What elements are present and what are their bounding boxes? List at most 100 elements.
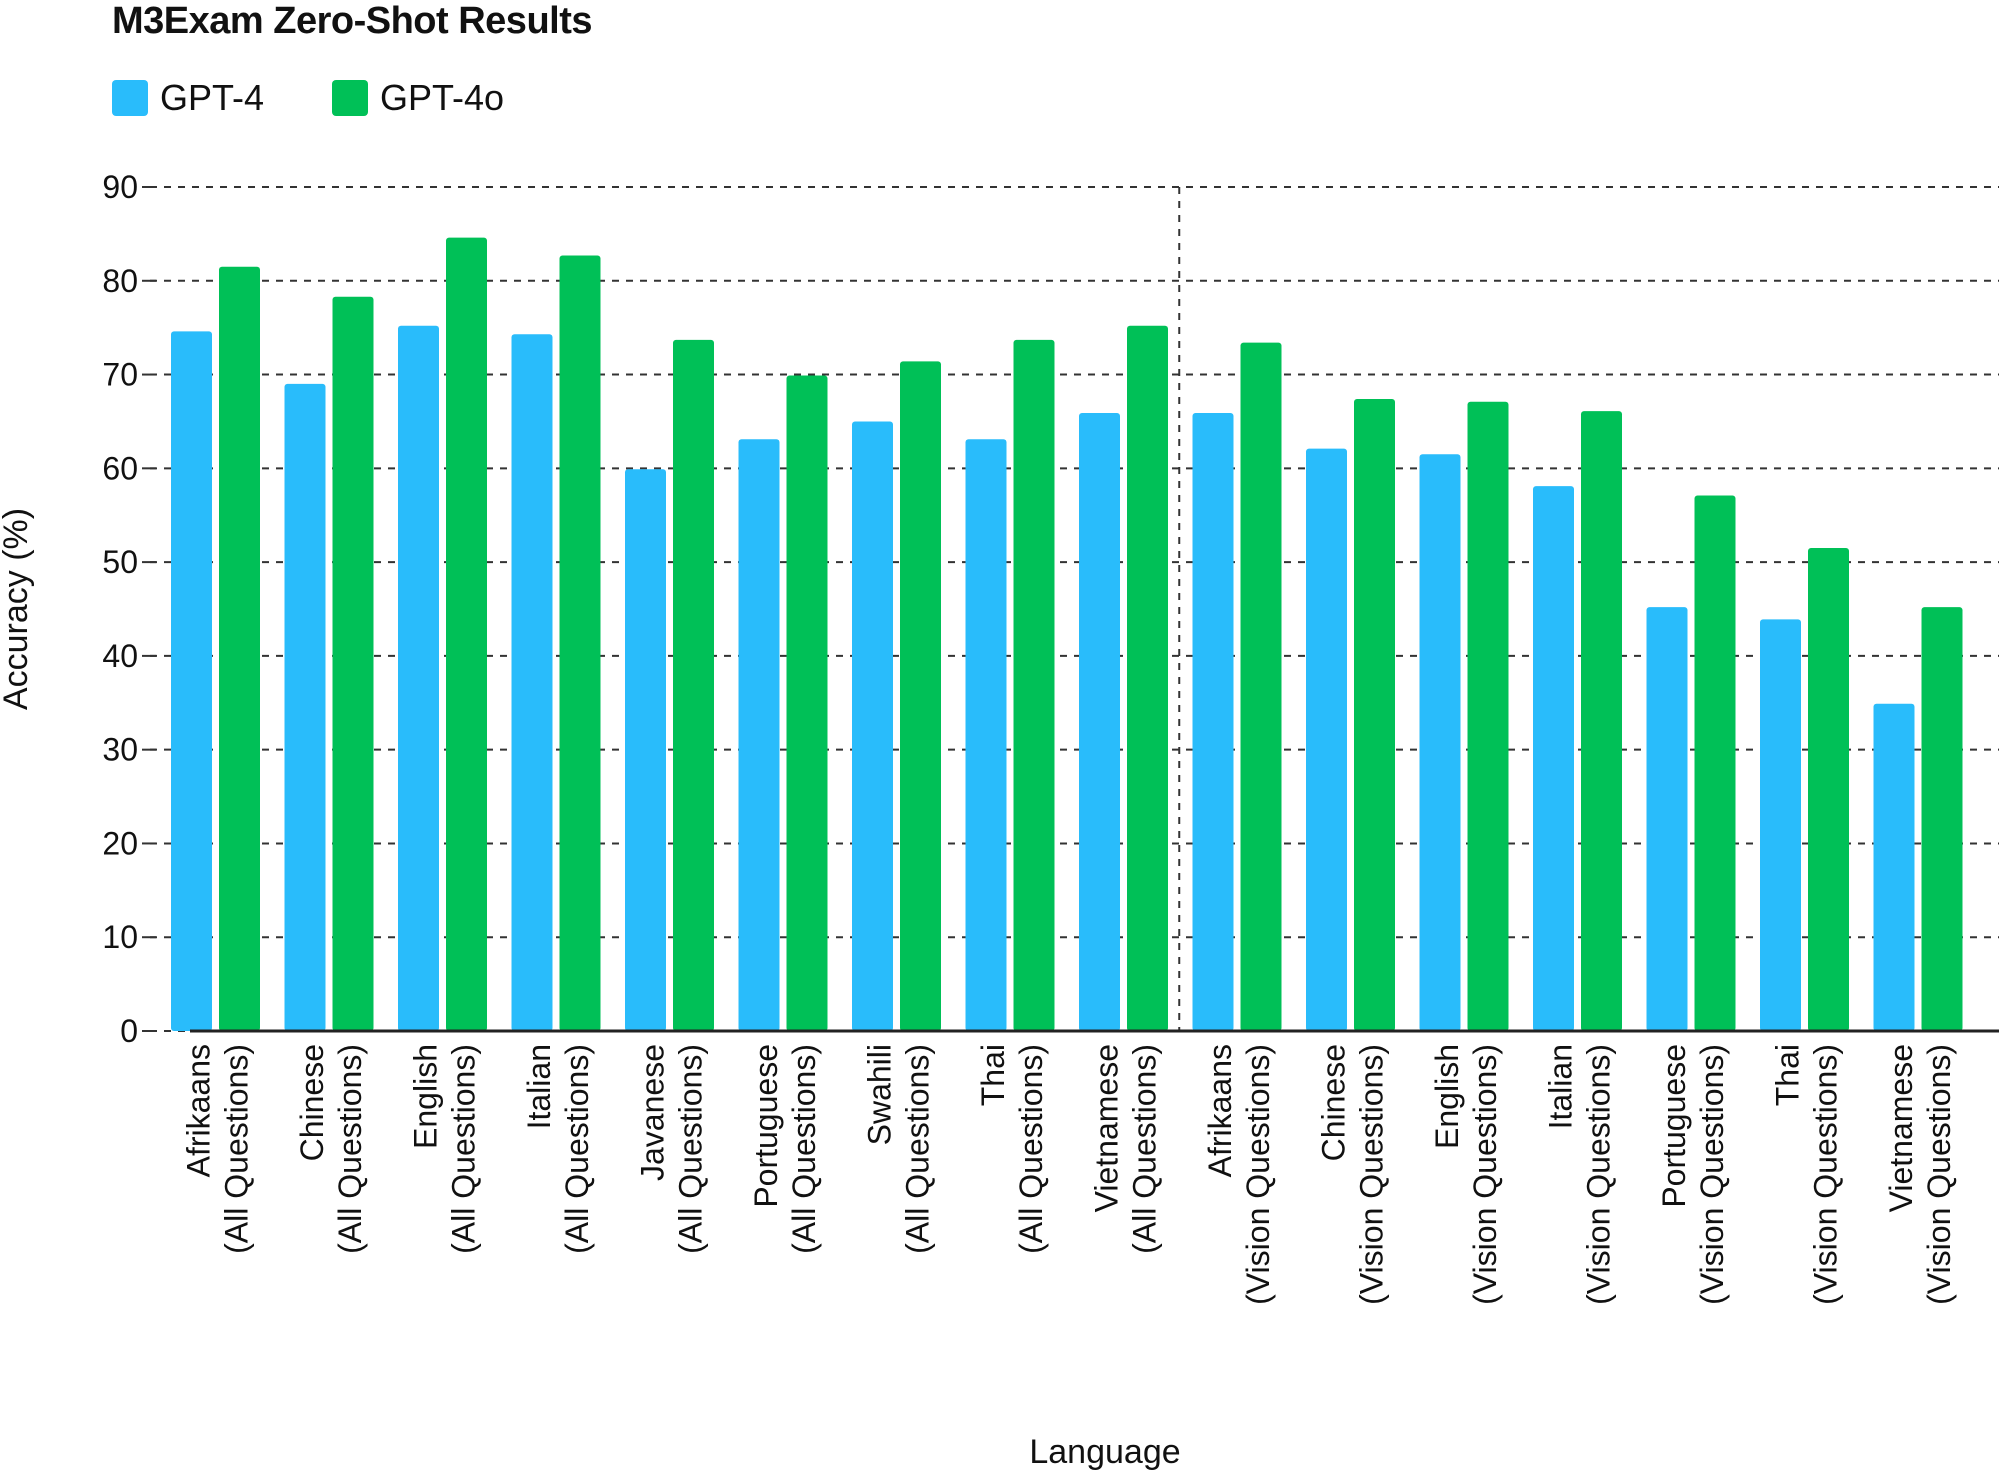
bar-gpt-4o-14 — [1808, 548, 1849, 1031]
x-tick-label-line2: (Vision Questions) — [1808, 1044, 1844, 1305]
bar-gpt-4o-11 — [1467, 401, 1509, 1031]
bar-gpt-4o-2 — [446, 237, 487, 1031]
x-tick-label-line1: Afrikaans — [181, 1044, 217, 1177]
y-axis-title: Accuracy (%) — [0, 508, 35, 710]
bar-gpt-4-11 — [1419, 454, 1461, 1031]
x-tick-label-line1: English — [408, 1044, 444, 1149]
x-tick-label-line2: (Vision Questions) — [1354, 1044, 1390, 1305]
x-tick-label-line1: Vietnamese — [1883, 1044, 1919, 1212]
x-tick-label-line2: (All Questions) — [219, 1044, 255, 1254]
x-tick-label-line2: (All Questions) — [559, 1044, 595, 1254]
x-tick-label-15: Vietnamese (Vision Questions) — [1883, 1044, 1957, 1305]
x-tick-label-10: Chinese (Vision Questions) — [1316, 1044, 1390, 1305]
bar-gpt-4-9 — [1192, 413, 1234, 1031]
x-tick-label-line1: Vietnamese — [1089, 1044, 1125, 1212]
x-tick-label-0: Afrikaans (All Questions) — [181, 1044, 255, 1254]
x-tick-label-line2: (All Questions) — [1127, 1044, 1163, 1254]
x-tick-label-line1: Chinese — [1316, 1044, 1352, 1161]
axes: 0 10 20 30 40 50 60 70 80 90 — [102, 169, 1999, 1049]
y-tick-label-10: 10 — [102, 919, 138, 955]
bar-gpt-4o-12 — [1581, 411, 1622, 1031]
bar-gpt-4-2 — [398, 325, 439, 1031]
y-tick-label-40: 40 — [102, 638, 138, 674]
y-tick-label-60: 60 — [102, 450, 138, 486]
bar-gpt-4-0 — [171, 331, 212, 1031]
x-tick-label-3: Italian (All Questions) — [521, 1044, 595, 1254]
bar-gpt-4o-13 — [1694, 495, 1736, 1031]
x-tick-label-line1: Italian — [521, 1044, 557, 1129]
bar-gpt-4o-9 — [1240, 342, 1282, 1031]
legend-item-gpt-4o: GPT-4o — [332, 77, 504, 119]
x-tick-label-line2: (All Questions) — [1013, 1044, 1049, 1254]
bar-gpt-4-3 — [511, 334, 553, 1032]
x-tick-label-line1: Portuguese — [748, 1044, 784, 1208]
x-tick-label-line2: (Vision Questions) — [1467, 1044, 1503, 1305]
x-tick-label-line1: Thai — [1770, 1044, 1806, 1106]
bars — [171, 237, 1963, 1032]
bar-gpt-4-8 — [1079, 413, 1120, 1031]
x-tick-label-line2: (Vision Questions) — [1694, 1044, 1730, 1305]
x-tick-label-4: Javanese (All Questions) — [635, 1044, 709, 1254]
bar-gpt-4o-10 — [1354, 398, 1395, 1032]
x-tick-label-line2: (All Questions) — [446, 1044, 482, 1254]
x-tick-label-5: Portuguese (All Questions) — [748, 1044, 822, 1254]
bar-gpt-4-12 — [1533, 486, 1574, 1031]
bar-gpt-4-10 — [1306, 448, 1347, 1031]
x-tick-label-line1: Thai — [975, 1044, 1011, 1106]
bar-gpt-4-1 — [284, 383, 326, 1031]
bar-gpt-4o-0 — [219, 266, 260, 1031]
bar-gpt-4o-8 — [1127, 325, 1168, 1031]
bar-gpt-4-5 — [738, 439, 780, 1031]
bar-gpt-4o-3 — [559, 255, 601, 1032]
x-tick-label-line2: (All Questions) — [786, 1044, 822, 1254]
bar-gpt-4o-7 — [1013, 339, 1055, 1031]
y-tick-label-90: 90 — [102, 169, 138, 205]
legend-label-gpt-4: GPT-4 — [160, 77, 265, 118]
x-tick-label-9: Afrikaans (Vision Questions) — [1202, 1044, 1276, 1305]
x-tick-label-line1: Portuguese — [1656, 1044, 1692, 1208]
x-tick-label-14: Thai (Vision Questions) — [1770, 1044, 1844, 1305]
x-tick-label-line2: (Vision Questions) — [1581, 1044, 1617, 1305]
category-labels: Afrikaans (All Questions) Chinese (All Ques… — [181, 1044, 1958, 1305]
x-tick-label-1: Chinese (All Questions) — [294, 1044, 368, 1254]
x-tick-label-13: Portuguese (Vision Questions) — [1656, 1044, 1730, 1305]
x-tick-label-line1: English — [1429, 1044, 1465, 1149]
y-tick-label-20: 20 — [102, 825, 138, 861]
x-tick-label-7: Thai (All Questions) — [975, 1044, 1049, 1254]
x-tick-label-line2: (All Questions) — [673, 1044, 709, 1254]
x-axis-title: Language — [1029, 1433, 1180, 1471]
bar-gpt-4-7 — [965, 439, 1007, 1031]
x-tick-label-line1: Swahili — [862, 1044, 898, 1145]
x-tick-label-line2: (Vision Questions) — [1921, 1044, 1957, 1305]
bar-gpt-4o-15 — [1921, 607, 1963, 1031]
chart-title: M3Exam Zero-Shot Results — [112, 0, 593, 42]
bar-gpt-4-6 — [852, 421, 893, 1031]
bar-gpt-4o-5 — [786, 375, 828, 1031]
x-tick-label-line2: (All Questions) — [900, 1044, 936, 1254]
bar-gpt-4o-6 — [900, 361, 941, 1032]
x-tick-label-2: English (All Questions) — [408, 1044, 482, 1254]
bar-gpt-4o-4 — [673, 339, 714, 1031]
x-tick-label-11: English (Vision Questions) — [1429, 1044, 1503, 1305]
x-tick-label-line1: Italian — [1543, 1044, 1579, 1129]
y-tick-label-0: 0 — [120, 1013, 138, 1049]
x-tick-label-line1: Javanese — [635, 1044, 671, 1181]
bar-gpt-4-15 — [1873, 703, 1915, 1031]
bar-gpt-4-13 — [1646, 607, 1688, 1031]
x-tick-label-line2: (All Questions) — [332, 1044, 368, 1254]
legend-label-gpt-4o: GPT-4o — [380, 77, 505, 118]
y-tick-label-30: 30 — [102, 732, 138, 768]
x-tick-label-6: Swahili (All Questions) — [862, 1044, 936, 1254]
legend-swatch-gpt-4 — [112, 80, 148, 116]
legend-item-gpt-4: GPT-4 — [112, 77, 264, 119]
bar-gpt-4-4 — [625, 469, 666, 1031]
bar-gpt-4-14 — [1760, 619, 1801, 1031]
y-tick-label-50: 50 — [102, 544, 138, 580]
legend-swatch-gpt-4o — [332, 80, 369, 116]
x-tick-label-12: Italian (Vision Questions) — [1543, 1044, 1617, 1305]
legend: GPT-4 GPT-4o — [112, 76, 572, 120]
x-tick-label-line1: Chinese — [294, 1044, 330, 1161]
x-tick-label-line2: (Vision Questions) — [1240, 1044, 1276, 1305]
y-tick-label-70: 70 — [102, 357, 138, 393]
